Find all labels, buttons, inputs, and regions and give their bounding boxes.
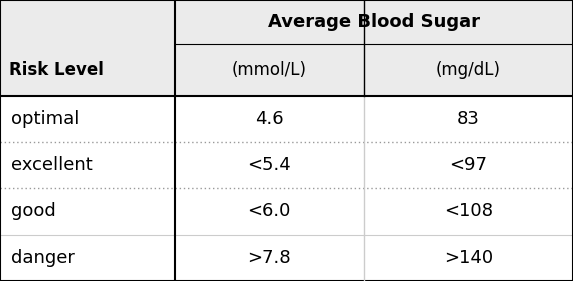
Text: Average Blood Sugar: Average Blood Sugar: [268, 13, 480, 31]
Text: >140: >140: [444, 249, 493, 267]
Text: good: good: [11, 202, 56, 221]
Text: <5.4: <5.4: [248, 156, 291, 174]
Text: excellent: excellent: [11, 156, 93, 174]
Text: <6.0: <6.0: [248, 202, 291, 221]
Bar: [0, 0, 573, 96]
Text: <108: <108: [444, 202, 493, 221]
Text: optimal: optimal: [11, 110, 80, 128]
Text: >7.8: >7.8: [248, 249, 291, 267]
Text: 4.6: 4.6: [255, 110, 284, 128]
Text: (mmol/L): (mmol/L): [232, 61, 307, 79]
Text: Risk Level: Risk Level: [9, 61, 104, 79]
Text: <97: <97: [449, 156, 488, 174]
Text: (mg/dL): (mg/dL): [436, 61, 501, 79]
Text: 83: 83: [457, 110, 480, 128]
Text: danger: danger: [11, 249, 75, 267]
